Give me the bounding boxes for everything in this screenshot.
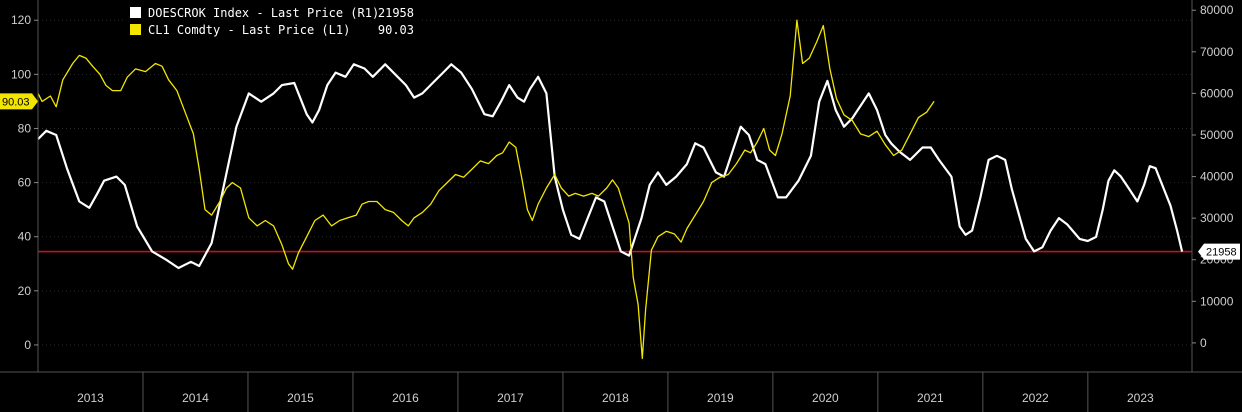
x-tick-label: 2023 <box>1127 391 1154 405</box>
legend-background <box>124 2 420 40</box>
right-tick-label: 80000 <box>1200 3 1234 17</box>
series-line-rigs <box>37 63 1184 270</box>
series-line-oil <box>37 19 935 360</box>
legend-label-rigs: DOESCROK Index - Last Price (R1) <box>148 6 379 20</box>
x-tick-label: 2014 <box>182 391 209 405</box>
legend-value-oil: 90.03 <box>378 23 414 37</box>
x-tick-label: 2013 <box>77 391 104 405</box>
left-tick-label: 100 <box>11 67 31 81</box>
right-tick-label: 0 <box>1200 336 1207 350</box>
last-value-tag-rigs: 21958 <box>1198 243 1240 260</box>
left-tick-label: 120 <box>11 13 31 27</box>
right-axis: 0100002000030000400005000060000700008000… <box>1191 0 1234 372</box>
legend-swatch-rigs <box>130 7 141 18</box>
left-tick-label: 0 <box>24 338 31 352</box>
x-tick-label: 2022 <box>1022 391 1049 405</box>
x-tick-label: 2016 <box>392 391 419 405</box>
legend-label-oil: CL1 Comdty - Last Price (L1) <box>148 23 350 37</box>
x-tick-label: 2020 <box>812 391 839 405</box>
x-tick-label: 2018 <box>602 391 629 405</box>
right-tick-label: 40000 <box>1200 170 1234 184</box>
right-tick-label: 30000 <box>1200 211 1234 225</box>
x-axis: 2013 2014 2015 2016 2017 2018 2019 2020 2021 2022… <box>0 371 1242 412</box>
left-tick-label: 40 <box>18 230 32 244</box>
left-axis: 0 20 40 60 80 100 120 <box>11 0 39 372</box>
last-value-oil: 90.03 <box>2 96 30 108</box>
right-tick-label: 50000 <box>1200 128 1234 142</box>
legend-swatch-oil <box>130 24 141 35</box>
legend: DOESCROK Index - Last Price (R1) 21958 C… <box>124 2 420 40</box>
last-value-rigs: 21958 <box>1206 247 1237 259</box>
legend-value-rigs: 21958 <box>378 6 414 20</box>
right-tick-label: 10000 <box>1200 294 1234 308</box>
right-tick-label: 70000 <box>1200 45 1234 59</box>
series-layer <box>37 19 1184 360</box>
x-tick-label: 2021 <box>917 391 944 405</box>
left-tick-label: 80 <box>18 121 32 135</box>
x-tick-label: 2019 <box>707 391 734 405</box>
x-tick-label: 2017 <box>497 391 524 405</box>
left-tick-label: 20 <box>18 284 32 298</box>
last-value-tag-oil: 90.03 <box>0 93 38 110</box>
left-tick-label: 60 <box>18 176 32 190</box>
right-tick-label: 60000 <box>1200 86 1234 100</box>
x-tick-label: 2015 <box>287 391 314 405</box>
